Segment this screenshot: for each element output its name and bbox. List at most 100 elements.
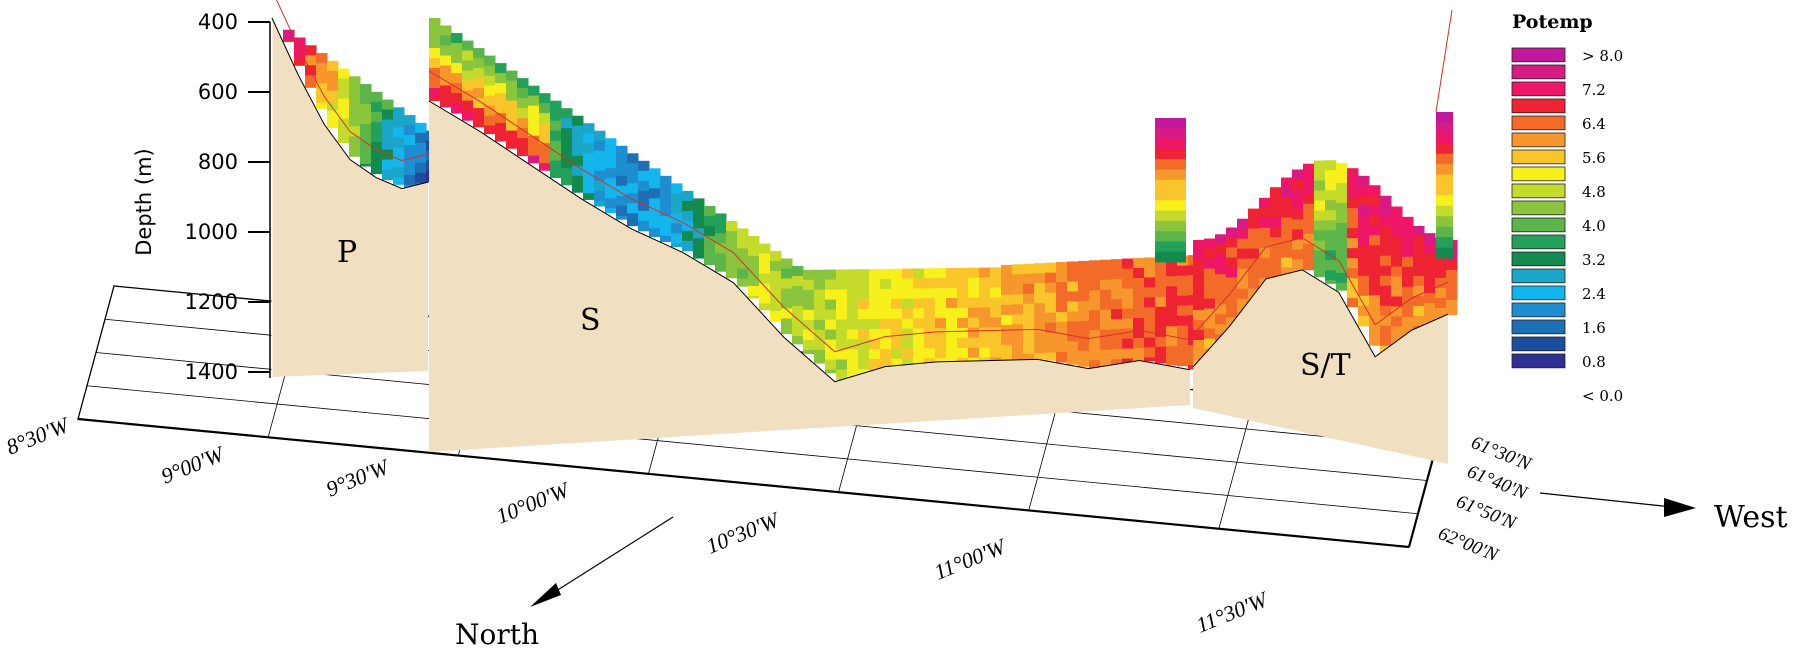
water-cell — [682, 220, 694, 232]
water-cell — [1100, 339, 1112, 351]
water-cell — [371, 161, 383, 173]
water-cell — [803, 319, 815, 331]
water-cell — [539, 103, 551, 114]
column-cell — [1155, 128, 1186, 140]
water-cell — [1424, 263, 1436, 274]
water-cell — [682, 200, 694, 212]
water-cell — [660, 195, 672, 207]
water-cell — [935, 278, 947, 289]
water-cell — [1204, 318, 1216, 330]
water-cell — [1446, 269, 1458, 281]
water-cell — [616, 185, 628, 197]
water-cell — [1391, 276, 1403, 288]
water-cell — [1270, 267, 1282, 278]
water-cell — [1155, 346, 1167, 358]
water-cell — [704, 255, 716, 266]
water-cell — [1166, 326, 1178, 337]
water-cell — [1034, 323, 1046, 334]
water-cell — [814, 289, 826, 301]
water-cell — [1380, 335, 1392, 347]
water-cell — [1215, 284, 1227, 295]
water-cell — [869, 349, 881, 360]
water-cell — [1358, 295, 1370, 307]
water-cell — [759, 263, 771, 274]
water-cell — [1292, 229, 1304, 240]
water-cell — [517, 128, 529, 139]
water-cell — [1089, 320, 1101, 331]
water-cell — [803, 289, 815, 301]
water-cell — [1270, 247, 1282, 258]
water-cell — [1045, 262, 1057, 274]
water-cell — [1358, 285, 1370, 297]
water-cell — [1358, 255, 1370, 267]
water-cell — [858, 309, 870, 320]
water-cell — [1012, 334, 1024, 345]
water-cell — [726, 250, 738, 262]
water-cell — [583, 123, 595, 134]
water-cell — [451, 53, 463, 64]
water-cell — [517, 138, 529, 149]
water-cell — [360, 94, 372, 105]
water-cell — [792, 286, 804, 297]
water-cell — [891, 358, 903, 367]
water-cell — [393, 157, 405, 168]
legend-swatch — [1511, 98, 1566, 114]
water-cell — [605, 168, 617, 179]
water-cell — [1325, 190, 1337, 201]
water-cell — [671, 243, 683, 248]
water-cell — [594, 200, 606, 207]
water-cell — [393, 177, 405, 185]
water-cell — [770, 291, 782, 302]
water-cell — [891, 318, 903, 330]
water-cell — [891, 268, 903, 280]
water-cell — [1067, 261, 1079, 272]
water-cell — [1056, 262, 1068, 273]
water-cell — [990, 347, 1002, 358]
water-cell — [825, 319, 837, 331]
water-cell — [957, 347, 969, 359]
water-cell — [913, 358, 925, 364]
water-cell — [847, 299, 859, 310]
water-cell — [484, 85, 496, 97]
water-cell — [1292, 249, 1304, 260]
water-cell — [1303, 163, 1315, 175]
water-cell — [572, 155, 584, 167]
depth-axis-title: Depth (m) — [132, 148, 156, 255]
water-cell — [1215, 254, 1227, 265]
water-cell — [371, 111, 383, 123]
water-cell — [1369, 225, 1381, 236]
water-cell — [847, 359, 859, 370]
water-cell — [473, 118, 485, 128]
water-cell — [1391, 326, 1403, 338]
water-cell — [638, 190, 650, 202]
water-cell — [1402, 326, 1414, 338]
water-cell — [891, 338, 903, 350]
water-cell — [913, 288, 925, 299]
water-cell — [1204, 328, 1216, 340]
water-cell — [990, 307, 1002, 318]
water-cell — [1177, 325, 1189, 337]
water-cell — [415, 162, 427, 174]
water-cell — [1193, 320, 1205, 331]
water-cell — [1193, 300, 1205, 311]
water-cell — [550, 160, 562, 172]
water-cell — [836, 319, 848, 330]
water-cell — [627, 153, 639, 164]
water-cell — [737, 238, 749, 249]
water-cell — [1100, 259, 1112, 271]
water-cell — [349, 116, 361, 127]
water-cell — [1281, 207, 1293, 219]
water-cell — [1111, 309, 1123, 320]
water-cell — [924, 278, 936, 289]
water-cell — [715, 253, 727, 264]
water-cell — [1347, 288, 1359, 299]
water-cell — [638, 220, 650, 232]
water-cell — [1358, 175, 1370, 187]
water-cell — [616, 195, 628, 207]
water-cell — [1215, 324, 1227, 335]
water-cell — [1314, 170, 1326, 182]
water-cell — [748, 245, 760, 257]
water-cell — [781, 328, 793, 335]
water-cell — [1369, 305, 1381, 316]
